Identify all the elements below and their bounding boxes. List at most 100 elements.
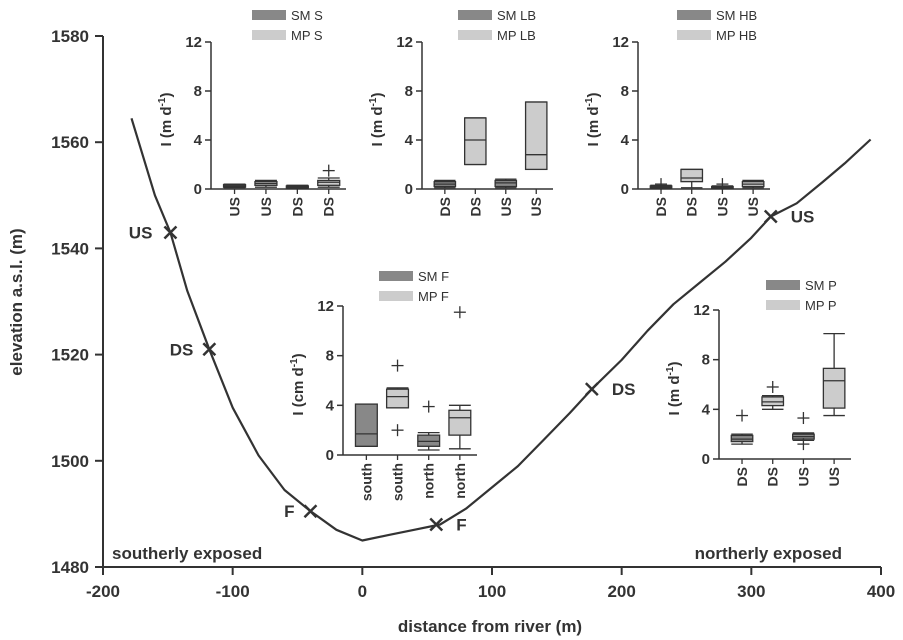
box-plot: US bbox=[711, 178, 734, 216]
inset-y-tick-label: 8 bbox=[702, 352, 710, 369]
inset-y-tick-label: 12 bbox=[185, 34, 202, 51]
inset-y-tick-label: 4 bbox=[621, 132, 630, 149]
inset-y-tick-label: 8 bbox=[405, 83, 413, 100]
inset-y-axis-title: I (m d-1) bbox=[584, 93, 602, 147]
inset-category-label: US bbox=[714, 197, 730, 216]
inset-p: 0 4 8 12 I (m d-1) SM P MP P DS DS US US bbox=[665, 278, 851, 486]
inset-y-axis-title: I (m d-1) bbox=[368, 93, 386, 147]
x-tick-label: -100 bbox=[216, 582, 250, 601]
legend-swatch bbox=[379, 271, 413, 281]
station-marker-label: US bbox=[791, 208, 815, 227]
inset-y-tick-label: 0 bbox=[194, 181, 202, 198]
inset-category-label: DS bbox=[437, 197, 453, 216]
inset-y-axis-title-sup: -1 bbox=[584, 97, 595, 106]
inset-y-axis-title-sup: -1 bbox=[665, 366, 676, 375]
inset-y-tick-label: 0 bbox=[621, 181, 629, 198]
inset-y-axis-title-close: ) bbox=[158, 93, 175, 98]
station-marker: DS bbox=[584, 380, 636, 399]
legend-entry: MP F bbox=[418, 289, 449, 304]
inset-y-axis-title-close: ) bbox=[290, 353, 307, 358]
inset-y-tick-label: 12 bbox=[612, 34, 629, 51]
inset-y-tick-label: 8 bbox=[621, 83, 629, 100]
inset-y-tick-label: 8 bbox=[326, 348, 334, 365]
legend-entry: SM F bbox=[418, 269, 449, 284]
station-marker-label: DS bbox=[612, 380, 636, 399]
inset-y-axis-title-main: I (cm d bbox=[290, 367, 307, 415]
station-marker: US bbox=[763, 208, 815, 227]
inset-y-axis-title-close: ) bbox=[369, 93, 386, 98]
station-marker-label: US bbox=[129, 223, 153, 242]
inset-hb: 0 4 8 12 I (m d-1) SM HB MP HB DS DS US US bbox=[584, 8, 770, 216]
box-plot: US bbox=[254, 179, 278, 216]
x-tick-label: 200 bbox=[607, 582, 635, 601]
inset-category-label: DS bbox=[734, 467, 750, 486]
x-tick-label: 100 bbox=[478, 582, 506, 601]
inset-category-label: north bbox=[421, 463, 437, 499]
inset-y-tick-label: 12 bbox=[317, 298, 334, 315]
legend-entry: SM HB bbox=[716, 8, 757, 23]
x-tick-label: 400 bbox=[867, 582, 895, 601]
legend-swatch bbox=[458, 30, 492, 40]
y-tick-label: 1500 bbox=[51, 452, 89, 471]
inset-category-label: US bbox=[826, 467, 842, 486]
box-plot: south bbox=[385, 359, 410, 501]
southerly-exposed-label: southerly exposed bbox=[112, 544, 262, 563]
box-iqr bbox=[448, 409, 472, 436]
box-plot: DS bbox=[761, 380, 785, 486]
box-iqr bbox=[354, 403, 378, 447]
inset-y-axis-title: I (m d-1) bbox=[665, 362, 683, 416]
inset-y-tick-label: 12 bbox=[396, 34, 413, 51]
box-plot: north bbox=[417, 400, 441, 499]
inset-category-label: US bbox=[745, 197, 761, 216]
legend-swatch bbox=[766, 300, 800, 310]
legend-swatch bbox=[677, 30, 711, 40]
inset-category-label: north bbox=[452, 463, 468, 499]
box-plot: DS bbox=[433, 179, 457, 216]
inset-y-axis-title-close: ) bbox=[666, 362, 683, 367]
legend-swatch bbox=[252, 10, 286, 20]
outlier-marker bbox=[322, 164, 335, 177]
outlier-marker bbox=[391, 359, 404, 372]
inset-y-axis-title: I (m d-1) bbox=[157, 93, 175, 147]
box-plot: US bbox=[741, 179, 765, 216]
profile-layer bbox=[130, 117, 872, 542]
inset-y-tick-label: 0 bbox=[702, 451, 710, 468]
inset-category-label: US bbox=[528, 197, 544, 216]
inset-y-tick-label: 4 bbox=[326, 397, 335, 414]
legend-swatch bbox=[458, 10, 492, 20]
legend-entry: SM S bbox=[291, 8, 323, 23]
outlier-marker bbox=[391, 424, 404, 437]
station-marker: F bbox=[429, 516, 467, 535]
inset-category-label: DS bbox=[289, 197, 305, 216]
x-tick-label: 0 bbox=[358, 582, 367, 601]
box-plot: DS bbox=[317, 164, 341, 216]
inset-category-label: US bbox=[795, 467, 811, 486]
y-tick-label: 1520 bbox=[51, 346, 89, 365]
outlier-marker bbox=[422, 400, 435, 413]
outlier-marker bbox=[453, 306, 466, 319]
box-plot: US bbox=[822, 332, 846, 486]
x-tick-label: 300 bbox=[737, 582, 765, 601]
inset-y-axis-title-sup: -1 bbox=[289, 358, 300, 367]
inset-y-axis-title-sup: -1 bbox=[368, 97, 379, 106]
station-marker: F bbox=[284, 502, 318, 521]
inset-y-tick-label: 0 bbox=[405, 181, 413, 198]
y-tick-label: 1480 bbox=[51, 558, 89, 577]
inset-category-label: DS bbox=[467, 197, 483, 216]
x-axis-title: distance from river (m) bbox=[398, 617, 582, 636]
y-tick-label: 1540 bbox=[51, 239, 89, 258]
box-plot: DS bbox=[464, 117, 487, 216]
station-marker-label: F bbox=[456, 516, 466, 535]
inset-category-label: south bbox=[358, 463, 374, 501]
y-axis-title: elevation a.s.l. (m) bbox=[7, 228, 26, 375]
inset-y-tick-label: 4 bbox=[702, 401, 711, 418]
marker-cross-stroke bbox=[763, 209, 778, 224]
legend-entry: MP LB bbox=[497, 28, 536, 43]
inset-s: 0 4 8 12 I (m d-1) SM S MP S US US DS DS bbox=[157, 8, 346, 216]
box-iqr bbox=[680, 168, 704, 183]
inset-y-axis-title-sup: -1 bbox=[157, 97, 168, 106]
inset-category-label: US bbox=[498, 197, 514, 216]
